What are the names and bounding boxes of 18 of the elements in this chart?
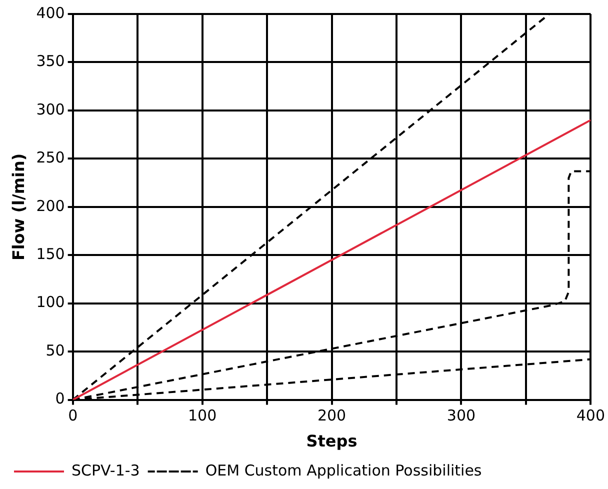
x-axis-title: Steps <box>306 432 358 451</box>
x-tick-label: 300 <box>446 406 476 425</box>
y-tick-label: 100 <box>36 293 65 312</box>
y-tick-label: 0 <box>55 390 65 408</box>
y-tick-label: 200 <box>36 196 65 215</box>
y-tick-label: 50 <box>46 341 65 360</box>
legend-label: SCPV-1-3 <box>72 461 140 480</box>
y-tick-label: 350 <box>36 52 65 70</box>
x-tick-label: 0 <box>68 406 78 425</box>
x-tick-label: 100 <box>188 406 217 425</box>
y-tick-label: 250 <box>36 148 65 167</box>
legend-label: OEM Custom Application Possibilities <box>205 461 482 480</box>
x-tick-label: 400 <box>576 406 606 425</box>
y-tick-label: 300 <box>36 100 65 118</box>
y-axis-title: Flow (l/min) <box>8 153 28 261</box>
y-tick-label: 150 <box>36 245 65 264</box>
x-tick-label: 200 <box>317 406 346 425</box>
y-tick-label: 400 <box>36 4 65 22</box>
